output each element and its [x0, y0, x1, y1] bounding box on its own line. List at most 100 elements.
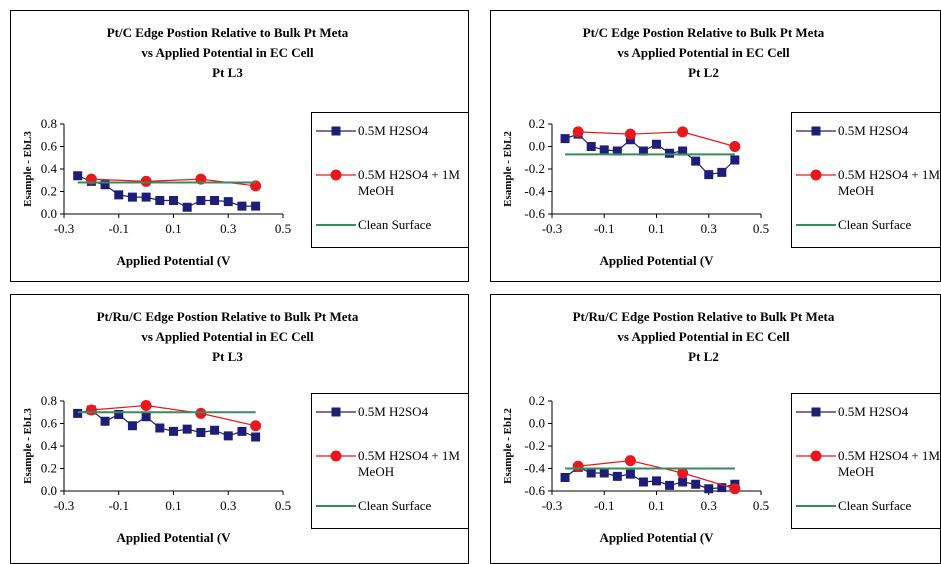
data-point-square [665, 148, 675, 158]
chart-legend: 0.5M H2SO4 0.5M H2SO4 + 1M MeOH Clean Surf… [791, 112, 940, 248]
data-point-square [560, 473, 570, 482]
chart-panel-ptruc-l3: Pt/Ru/C Edge Postion Relative to Bulk Pt… [10, 294, 469, 564]
x-axis-label: Applied Potential (V [116, 530, 231, 545]
x-tick-label: -0.1 [108, 498, 129, 513]
chart-plot: -0.6 -0.4 -0.2 0.0 0.2 -0.3 -0.1 0.1 0.3 0.5 Appli… [502, 116, 769, 268]
data-point-square [612, 471, 622, 481]
y-tick-label: 0.6 [41, 139, 58, 154]
legend-entry: 0.5M H2SO4 [792, 123, 940, 159]
legend-entry: 0.5M H2SO4 [312, 123, 468, 159]
legend-swatch [796, 505, 836, 507]
data-point-square [182, 202, 192, 212]
data-point-square [141, 412, 151, 422]
chart-title-line: Pt/C Edge Postion Relative to Bulk Pt Me… [582, 25, 825, 40]
data-point-square [251, 432, 261, 442]
data-point-circle [729, 483, 741, 495]
data-point-square [717, 167, 727, 177]
legend-swatch [316, 224, 356, 226]
data-point-square [155, 196, 165, 205]
x-tick-label: 0.3 [220, 498, 236, 513]
data-point-square [665, 480, 675, 490]
x-tick-label: 0.5 [275, 221, 291, 236]
chart-title-line: vs Applied Potential in EC Cell [617, 45, 790, 60]
legend-entry: Clean Surface [792, 217, 940, 253]
chart-panel-ptc-l3: Pt/C Edge Postion Relative to Bulk Pt Me… [10, 10, 469, 282]
legend-swatch [316, 169, 356, 181]
data-point-circle [250, 420, 262, 432]
y-tick-label: -0.4 [524, 184, 545, 199]
data-point-square [210, 425, 220, 435]
data-point-square [586, 142, 596, 151]
data-point-square [196, 196, 206, 205]
y-tick-label: -0.2 [524, 161, 545, 176]
data-point-square [182, 424, 192, 434]
data-point-square [678, 477, 688, 487]
data-point-circle [140, 400, 152, 411]
chart-plot: -0.6 -0.4 -0.2 0.0 0.2 -0.3 -0.1 0.1 0.3 0.5 Appli… [502, 393, 769, 545]
y-tick-label: 0.8 [41, 116, 57, 131]
data-point-square [114, 410, 124, 419]
data-point-square [251, 201, 261, 211]
y-tick-label: -0.6 [524, 206, 545, 221]
legend-label: 0.5M H2SO4 + 1M MeOH [358, 448, 460, 479]
data-point-circle [85, 404, 97, 416]
y-tick-label: 0.4 [41, 161, 58, 176]
y-tick-label: 0.4 [41, 438, 58, 453]
x-axis-label: Applied Potential (V [599, 530, 714, 545]
legend-entry: 0.5M H2SO4 + 1M MeOH [312, 448, 468, 484]
legend-swatch [796, 126, 836, 136]
legend-label: 0.5M H2SO4 [838, 404, 909, 419]
chart-title-line: vs Applied Potential in EC Cell [141, 45, 314, 60]
y-tick-label: 0.6 [41, 416, 58, 431]
chart-panel-ptruc-l2: Pt/Ru/C Edge Postion Relative to Bulk Pt… [490, 294, 941, 564]
chart-panel-ptc-l2: Pt/C Edge Postion Relative to Bulk Pt Me… [490, 10, 941, 282]
legend-label: Clean Surface [838, 217, 912, 232]
legend-swatch [316, 450, 356, 462]
data-point-square [704, 484, 714, 494]
x-tick-label: -0.3 [54, 498, 75, 513]
data-point-square [196, 428, 206, 437]
y-tick-label: 0.0 [529, 139, 545, 154]
data-point-square [237, 426, 247, 436]
x-tick-label: -0.3 [542, 498, 563, 513]
data-point-square [127, 421, 137, 431]
legend-label: 0.5M H2SO4 + 1M MeOH [358, 167, 460, 198]
legend-entry: Clean Surface [792, 498, 940, 534]
legend-swatch [796, 224, 836, 226]
data-point-square [599, 468, 609, 478]
y-tick-label: 0.8 [41, 393, 57, 408]
y-tick-label: 0.0 [41, 483, 57, 498]
legend-entry: 0.5M H2SO4 [312, 404, 468, 440]
chart-title-line: Pt L2 [688, 349, 719, 364]
series-line-1 [578, 460, 736, 490]
chart-title-line: Pt L3 [212, 65, 243, 80]
legend-label: 0.5M H2SO4 + 1M MeOH [838, 167, 940, 198]
chart-title-line: vs Applied Potential in EC Cell [617, 329, 790, 344]
x-tick-label: 0.5 [753, 221, 769, 236]
data-point-square [127, 192, 137, 202]
legend-label: 0.5M H2SO4 [358, 404, 429, 419]
y-tick-label: 0.0 [529, 416, 545, 431]
data-point-square [638, 146, 648, 156]
data-point-square [100, 180, 110, 190]
data-point-square [210, 196, 220, 205]
legend-label: Clean Surface [358, 217, 432, 232]
chart-title-line: Pt L2 [688, 65, 719, 80]
chart-legend: 0.5M H2SO4 0.5M H2SO4 + 1M MeOH Clean Surf… [311, 393, 468, 529]
chart-title-line: vs Applied Potential in EC Cell [141, 329, 314, 344]
data-point-square [691, 156, 701, 166]
y-axis-label: Esample - EbL2 [502, 408, 514, 484]
data-point-square [169, 196, 178, 205]
y-tick-label: 0.2 [529, 116, 545, 131]
x-tick-label: 0.1 [648, 498, 664, 513]
data-point-circle [729, 141, 741, 152]
y-tick-label: -0.4 [524, 461, 545, 476]
series-line-1 [578, 131, 736, 148]
y-tick-label: -0.2 [524, 438, 545, 453]
x-tick-label: -0.1 [594, 498, 615, 513]
legend-label: Clean Surface [838, 498, 912, 513]
data-point-square [691, 479, 701, 489]
x-tick-label: -0.1 [108, 221, 129, 236]
legend-swatch [796, 169, 836, 181]
data-point-square [73, 171, 83, 181]
